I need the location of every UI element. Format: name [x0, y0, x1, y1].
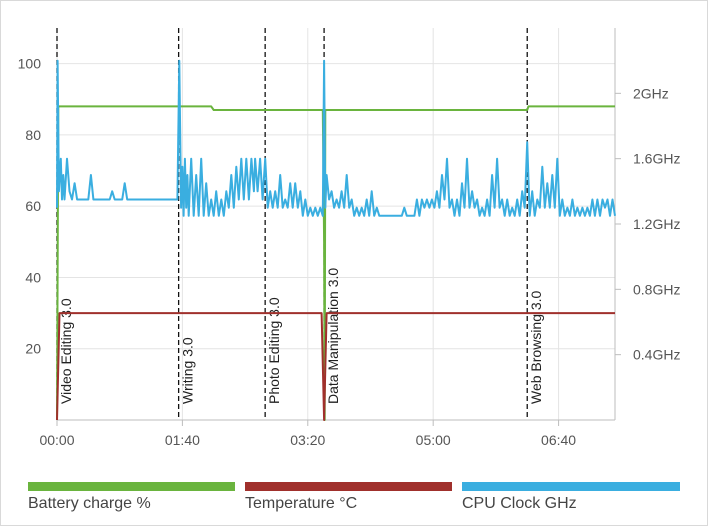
legend-item: Battery charge % [28, 482, 235, 522]
y-right-tick-label: 0.8GHz [633, 281, 680, 297]
legend-item: Temperature °C [245, 482, 452, 522]
legend-swatch [462, 482, 680, 491]
x-tick-label: 05:00 [416, 432, 451, 448]
event-label: Web Browsing 3.0 [528, 290, 544, 404]
event-label: Photo Editing 3.0 [266, 297, 282, 404]
right-axis-ticks: 0.4GHz 0.8GHz 1.2GHz 1.6GHz 2GHz [615, 85, 680, 363]
event-markers: Video Editing 3.0 Writing 3.0 Photo Editin… [56, 28, 544, 420]
y-right-tick-label: 1.6GHz [633, 151, 680, 167]
event-label: Video Editing 3.0 [58, 298, 74, 404]
left-axis-ticks: 20 40 60 80 100 [18, 56, 42, 357]
x-tick-label: 06:40 [541, 432, 576, 448]
x-axis-ticks: 00:00 01:40 03:20 05:00 06:40 [39, 420, 576, 448]
y-right-tick-label: 0.4GHz [633, 347, 680, 363]
y-left-tick-label: 60 [25, 198, 41, 214]
x-tick-label: 01:40 [165, 432, 200, 448]
legend-label: Battery charge % [28, 495, 151, 512]
series-line-temperature [56, 312, 615, 421]
x-tick-label: 00:00 [39, 432, 74, 448]
legend-label: CPU Clock GHz [462, 495, 577, 512]
y-right-tick-label: 2GHz [633, 85, 669, 101]
series-line-battery [56, 105, 615, 421]
y-left-tick-label: 80 [25, 127, 41, 143]
legend-label: Temperature °C [245, 495, 358, 512]
legend: Battery charge % Temperature °C CPU Clock … [28, 482, 688, 522]
legend-swatch [28, 482, 235, 491]
y-left-tick-label: 40 [25, 269, 41, 285]
y-right-tick-label: 1.2GHz [633, 216, 680, 232]
event-label: Writing 3.0 [180, 337, 196, 404]
legend-item: CPU Clock GHz [462, 482, 680, 522]
series-line-cpu-clock [56, 59, 616, 217]
legend-swatch [245, 482, 452, 491]
x-tick-label: 03:20 [290, 432, 325, 448]
y-left-tick-label: 100 [18, 56, 42, 72]
event-label: Data Manipulation 3.0 [325, 268, 341, 404]
series-lines [56, 59, 616, 421]
y-left-tick-label: 20 [25, 341, 41, 357]
